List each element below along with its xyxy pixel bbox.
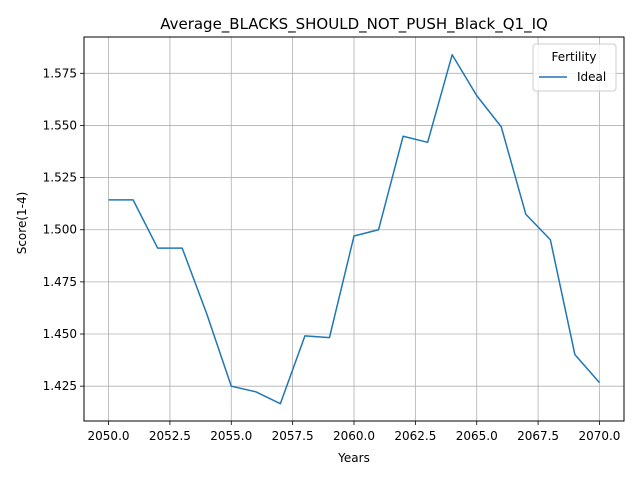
x-tick-label: 2067.5 (517, 429, 559, 443)
x-tick-label: 2065.0 (456, 429, 498, 443)
y-tick-label: 1.425 (43, 379, 77, 393)
y-tick-label: 1.550 (43, 118, 77, 132)
x-tick-label: 2062.5 (394, 429, 436, 443)
legend-entry-ideal: Ideal (577, 70, 606, 84)
legend-box (532, 43, 617, 92)
x-tick-label: 2070.0 (578, 429, 620, 443)
x-tick-label: 2057.5 (272, 429, 314, 443)
chart-title: Average_BLACKS_SHOULD_NOT_PUSH_Black_Q1_… (160, 15, 548, 34)
legend: Fertility Ideal (532, 43, 617, 92)
y-axis-ticks: 1.425 1.450 1.475 1.500 1.525 1.550 1.575 (43, 66, 84, 393)
y-tick-label: 1.500 (43, 223, 77, 237)
y-tick-label: 1.450 (43, 327, 77, 341)
legend-title: Fertility (551, 50, 596, 64)
y-tick-label: 1.575 (43, 66, 77, 80)
y-tick-label: 1.525 (43, 171, 77, 185)
x-axis-label: Years (337, 451, 370, 465)
plot-lines (108, 53, 601, 405)
x-tick-label: 2052.5 (149, 429, 191, 443)
x-tick-label: 2055.0 (210, 429, 252, 443)
grid-lines (84, 37, 624, 421)
y-tick-label: 1.475 (43, 275, 77, 289)
x-axis-ticks: 2050.0 2052.5 2055.0 2057.5 2060.0 2062.5 2065… (88, 421, 620, 443)
series-line-ideal (108, 53, 601, 405)
x-tick-label: 2060.0 (333, 429, 375, 443)
y-axis-label: Score(1-4) (15, 192, 29, 255)
x-tick-label: 2050.0 (88, 429, 130, 443)
